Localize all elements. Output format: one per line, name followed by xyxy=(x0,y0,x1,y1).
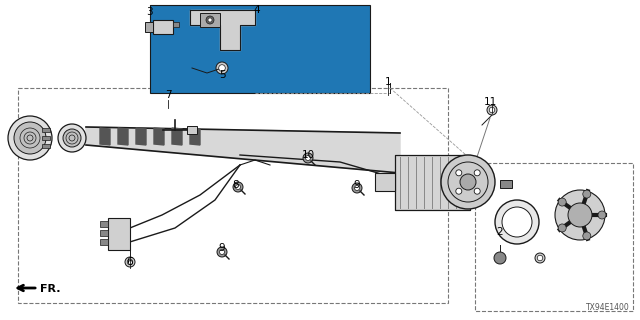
Polygon shape xyxy=(100,128,110,145)
Bar xyxy=(108,218,130,250)
Circle shape xyxy=(206,16,214,24)
Text: 3: 3 xyxy=(146,7,152,17)
Circle shape xyxy=(303,153,313,163)
Bar xyxy=(375,173,395,191)
Circle shape xyxy=(489,107,495,113)
Circle shape xyxy=(568,203,592,227)
Bar xyxy=(395,155,470,210)
Text: 7: 7 xyxy=(164,90,172,100)
Circle shape xyxy=(598,211,606,219)
Bar xyxy=(150,5,370,93)
Circle shape xyxy=(583,232,591,240)
Circle shape xyxy=(125,257,135,267)
Circle shape xyxy=(355,186,360,190)
Circle shape xyxy=(236,185,241,189)
Text: 9: 9 xyxy=(354,180,360,190)
Text: 2: 2 xyxy=(497,227,503,237)
Circle shape xyxy=(441,155,495,209)
Bar xyxy=(173,22,179,27)
Circle shape xyxy=(456,188,462,194)
Bar xyxy=(100,221,108,227)
Bar xyxy=(100,230,108,236)
Text: 4: 4 xyxy=(253,5,260,15)
Circle shape xyxy=(583,190,591,198)
Bar xyxy=(150,5,370,93)
Bar xyxy=(42,128,50,132)
Text: 11: 11 xyxy=(483,97,497,107)
Circle shape xyxy=(502,207,532,237)
Text: 9: 9 xyxy=(219,243,225,253)
Text: FR.: FR. xyxy=(40,284,61,294)
Circle shape xyxy=(305,156,310,161)
Circle shape xyxy=(494,252,506,264)
Circle shape xyxy=(474,188,480,194)
Circle shape xyxy=(537,255,543,261)
Bar xyxy=(187,126,197,134)
Circle shape xyxy=(14,122,46,154)
Circle shape xyxy=(456,170,462,176)
Polygon shape xyxy=(86,127,400,173)
Circle shape xyxy=(558,198,566,206)
Circle shape xyxy=(8,116,52,160)
Circle shape xyxy=(208,18,212,22)
Circle shape xyxy=(220,250,225,254)
Bar xyxy=(153,20,173,34)
Polygon shape xyxy=(172,128,182,145)
Bar xyxy=(200,13,220,27)
Bar xyxy=(100,239,108,245)
Polygon shape xyxy=(118,128,128,145)
Polygon shape xyxy=(190,128,200,145)
Text: 8: 8 xyxy=(233,180,239,190)
Circle shape xyxy=(217,247,227,257)
Circle shape xyxy=(233,182,243,192)
Circle shape xyxy=(558,224,566,232)
Circle shape xyxy=(460,174,476,190)
Circle shape xyxy=(555,190,605,240)
Polygon shape xyxy=(154,128,164,145)
Circle shape xyxy=(535,253,545,263)
Circle shape xyxy=(495,200,539,244)
Circle shape xyxy=(58,124,86,152)
Circle shape xyxy=(219,65,225,71)
Circle shape xyxy=(487,105,497,115)
Circle shape xyxy=(216,62,228,74)
Bar xyxy=(18,88,448,303)
Circle shape xyxy=(352,183,362,193)
Polygon shape xyxy=(190,10,255,50)
Text: 6: 6 xyxy=(127,257,133,267)
Bar xyxy=(42,144,50,148)
Text: 5: 5 xyxy=(219,70,225,80)
Bar xyxy=(145,22,153,32)
Text: TX94E1400: TX94E1400 xyxy=(586,303,630,312)
Bar xyxy=(42,136,50,140)
Bar xyxy=(500,180,512,188)
Text: 1: 1 xyxy=(385,77,391,87)
Circle shape xyxy=(127,259,132,265)
Circle shape xyxy=(63,129,81,147)
Circle shape xyxy=(474,170,480,176)
Polygon shape xyxy=(136,128,146,145)
Bar xyxy=(475,163,633,311)
Text: 10: 10 xyxy=(301,150,315,160)
